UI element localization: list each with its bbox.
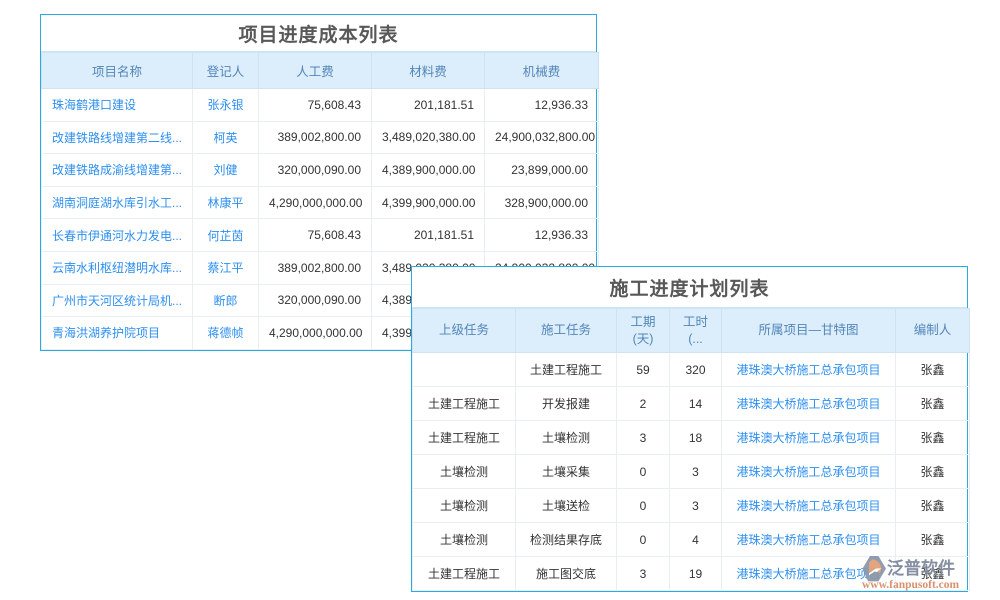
svg-text:泛普软件: 泛普软件: [887, 558, 955, 578]
svg-text:www.fanpusoft.com: www.fanpusoft.com: [862, 579, 960, 591]
